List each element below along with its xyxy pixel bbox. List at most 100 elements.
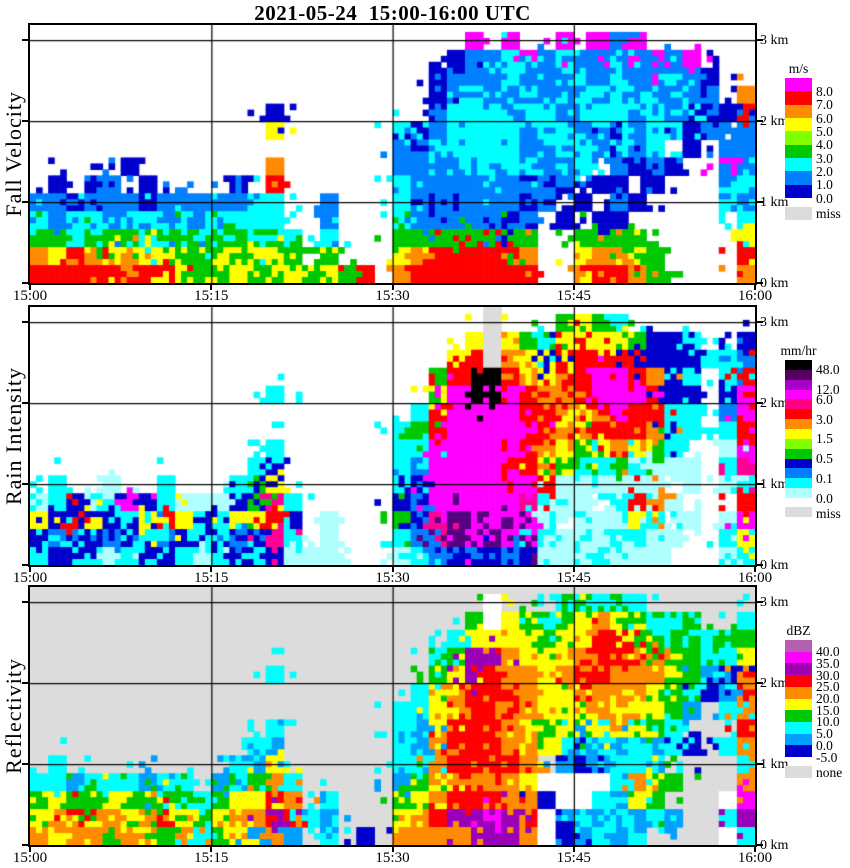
heatmap-fall-velocity [30, 25, 755, 283]
panel-rain-intensity [28, 305, 757, 567]
x-tick-label: 15:30 [375, 570, 410, 586]
height-label: 0 km [760, 558, 789, 573]
ylabel-rain-intensity: Rain Intensity [1, 366, 26, 506]
legend-miss-swatch [785, 507, 812, 517]
legend-value-label: 30.0 [816, 667, 840, 683]
legend-value-label: 0.1 [816, 470, 833, 486]
figure-title: 2021-05-24 15:00-16:00 UTC [254, 1, 531, 25]
legend-color-cell [785, 419, 812, 430]
legend-color-cell [785, 651, 812, 664]
legend-value-label: 1.0 [816, 177, 833, 193]
axis-tick-bottom [572, 847, 575, 852]
x-tick-label: 15:45 [556, 850, 591, 866]
legend-value-label: 5.0 [816, 123, 833, 139]
x-tick-label: 15:45 [556, 288, 591, 304]
legend-miss-label: none [816, 765, 843, 780]
x-tick-label: 15:00 [12, 288, 48, 304]
axis-tick-bottom [572, 285, 575, 290]
legend-color-cell [785, 118, 812, 132]
legend-value-label: 6.0 [816, 391, 833, 407]
axis-tick-bottom [754, 285, 756, 290]
legend-color-cell [785, 675, 812, 688]
height-label: 2 km [760, 114, 789, 129]
legend-color-cell [785, 158, 812, 172]
legend-color-cell [785, 78, 812, 92]
axis-tick-bottom [754, 567, 756, 572]
legend-value-label: 6.0 [816, 110, 833, 126]
legend-color-cell [785, 721, 812, 735]
legend-color-cell [785, 409, 812, 420]
axis-tick-right [757, 564, 763, 566]
legend-color-cell [785, 488, 812, 499]
legend-color-cell [785, 369, 812, 381]
axis-tick-left [22, 321, 28, 323]
axis-tick-bottom [210, 567, 213, 572]
axis-tick-right [757, 682, 763, 684]
x-tick-label: 15:15 [194, 570, 229, 586]
legend-value-label: 8.0 [816, 83, 833, 99]
axis-tick-left [22, 844, 28, 846]
legend-value-label: 12.0 [816, 382, 840, 398]
legend-value-label: -5.0 [816, 749, 838, 765]
legend-color-cell [785, 104, 812, 119]
legend-value-label: 1.5 [816, 431, 833, 447]
axis-tick-right [757, 321, 763, 323]
legend-color-cell [785, 438, 812, 450]
legend-color-cell [785, 91, 812, 106]
axis-tick-right [757, 483, 763, 485]
legend-miss-swatch [785, 766, 812, 778]
x-tick-label: 15:30 [375, 288, 410, 304]
legend-color-cell [785, 429, 812, 440]
x-tick-label: 16:00 [737, 570, 773, 586]
height-label: 2 km [760, 396, 789, 411]
legend-value-label: 20.0 [816, 691, 840, 706]
legend-color-cell [785, 663, 812, 676]
axis-tick-bottom [210, 847, 213, 852]
x-tick-label: 15:30 [375, 850, 410, 866]
height-label: 2 km [760, 676, 789, 691]
axis-tick-bottom [391, 847, 394, 852]
legend-miss-swatch [785, 207, 812, 220]
axis-tick-right [757, 763, 763, 765]
legend-color-cell [785, 171, 812, 186]
legend-color-cell [785, 458, 812, 469]
axis-tick-bottom [391, 285, 394, 290]
axis-tick-bottom [572, 567, 575, 572]
axis-tick-right [757, 844, 763, 846]
ylabel-fall-velocity: Fall Velocity [1, 91, 26, 217]
heatmap-rain-intensity [30, 307, 755, 565]
legend-value-label: 0.0 [816, 490, 833, 506]
axis-tick-left [22, 201, 28, 203]
legend-color-cell [785, 468, 812, 479]
legend-color-cell [785, 733, 812, 746]
axis-tick-right [757, 402, 763, 404]
legend-value-label: 0.0 [816, 737, 833, 753]
legend-color-cell [785, 184, 812, 199]
legend-value-label: 5.0 [816, 726, 833, 742]
legend-value-label: 3.0 [816, 150, 833, 166]
axis-tick-bottom [29, 285, 31, 290]
x-tick-label: 15:15 [194, 288, 229, 304]
legend-title: dBZ [786, 623, 811, 638]
legend-color-cell [785, 131, 812, 146]
panel-reflectivity [28, 585, 757, 847]
height-label: 3 km [760, 315, 789, 330]
axis-tick-bottom [210, 285, 213, 290]
legend-value-label: 48.0 [816, 362, 840, 378]
height-label: 3 km [760, 33, 789, 48]
legend-color-cell [785, 686, 812, 699]
axis-tick-left [22, 483, 28, 485]
legend-value-label: 0.5 [816, 451, 833, 467]
panel-fall-velocity [28, 23, 757, 285]
legend-color-cell [785, 478, 812, 489]
legend-miss-label: miss [816, 206, 841, 221]
height-label: 1 km [760, 195, 789, 210]
axis-tick-left [22, 282, 28, 284]
x-tick-label: 15:00 [12, 570, 48, 586]
x-tick-label: 16:00 [737, 288, 773, 304]
legend-value-label: 7.0 [816, 97, 833, 113]
axis-tick-left [22, 564, 28, 566]
legend-title: m/s [788, 61, 809, 76]
axis-tick-right [757, 201, 763, 203]
legend-color-cell [785, 710, 812, 723]
